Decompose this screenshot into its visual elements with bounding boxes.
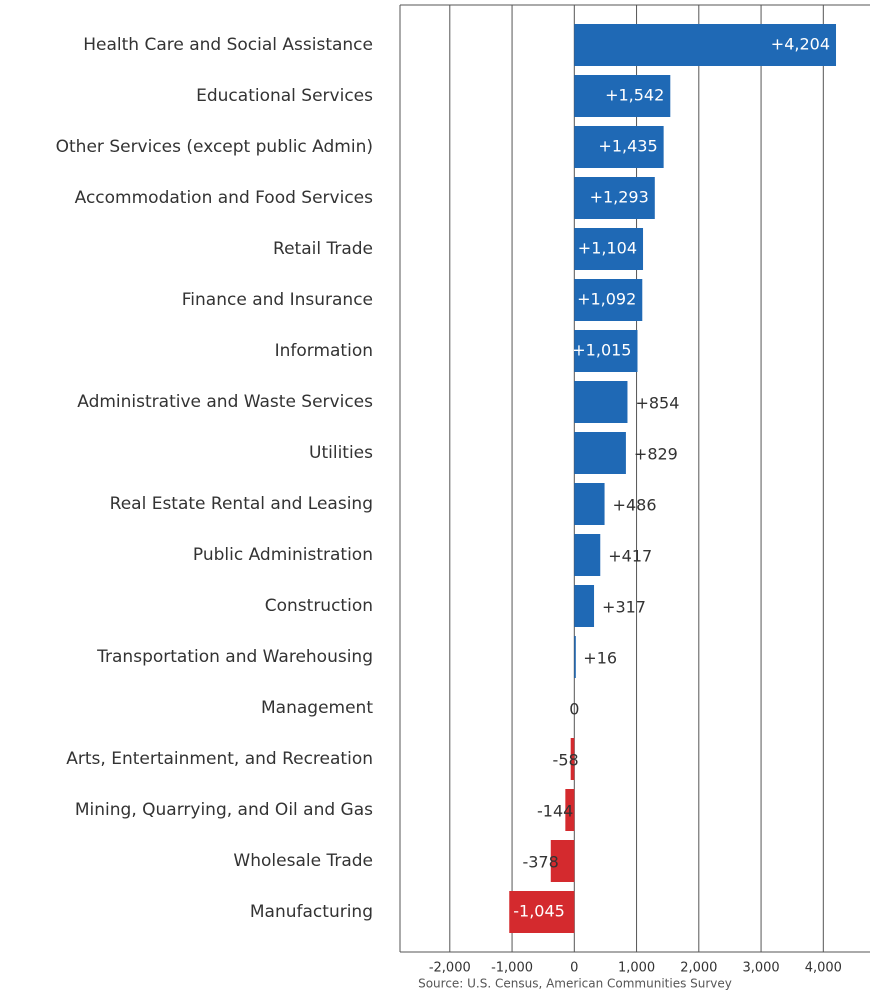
category-label: Educational Services [196,86,373,106]
category-label: Administrative and Waste Services [77,392,373,412]
category-label: Wholesale Trade [233,851,373,871]
value-label: +829 [634,445,678,464]
category-label: Management [261,698,373,718]
bar [574,483,605,525]
value-label: +1,435 [598,137,657,156]
x-tick-label: -1,000 [491,961,533,976]
value-label: +4,204 [771,35,830,54]
category-label: Accommodation and Food Services [75,188,374,208]
category-label: Transportation and Warehousing [96,647,373,667]
category-label: Arts, Entertainment, and Recreation [66,749,373,769]
category-label: Real Estate Rental and Leasing [110,494,373,514]
value-label: +417 [608,547,652,566]
value-label: -1,045 [513,902,565,921]
bar [574,75,671,117]
bar [574,534,601,576]
bar [574,279,643,321]
category-label: Public Administration [193,545,373,565]
value-label: -58 [553,751,579,770]
x-tick-label: 1,000 [618,961,655,976]
category-label: Finance and Insurance [182,290,373,310]
category-label: Construction [265,596,373,616]
x-tick-label: 0 [570,961,578,976]
value-label: -378 [522,853,558,872]
bar [574,24,837,66]
value-label: +1,104 [578,239,637,258]
bar [574,330,638,372]
value-label: +1,293 [590,188,649,207]
value-label: +1,542 [605,86,664,105]
value-label: +317 [602,598,646,617]
bar [574,228,644,270]
category-label: Utilities [309,443,373,463]
category-label: Other Services (except public Admin) [56,137,373,157]
bar [574,126,664,168]
value-label: +16 [583,649,617,668]
bar [509,891,575,933]
bar [574,585,595,627]
bar [565,789,575,831]
value-label: 0 [569,700,579,719]
x-tick-label: 3,000 [742,961,779,976]
value-label: +486 [613,496,657,515]
category-label: Mining, Quarrying, and Oil and Gas [75,800,373,820]
bar [574,177,655,219]
bar [550,840,575,882]
x-tick-label: -2,000 [429,961,471,976]
value-label: +854 [635,394,679,413]
bar [574,432,626,474]
category-label: Manufacturing [250,902,373,922]
bar [570,738,575,780]
value-label: +1,092 [577,290,636,309]
bar [574,381,628,423]
x-tick-label: 4,000 [805,961,842,976]
category-label: Information [275,341,373,361]
x-tick-label: 2,000 [680,961,717,976]
category-label: Retail Trade [273,239,373,259]
value-label: +1,015 [572,341,631,360]
bar [574,636,576,678]
category-label: Health Care and Social Assistance [83,35,373,55]
value-label: -144 [537,802,573,821]
source: Source: U.S. Census, American Communitie… [418,977,732,991]
